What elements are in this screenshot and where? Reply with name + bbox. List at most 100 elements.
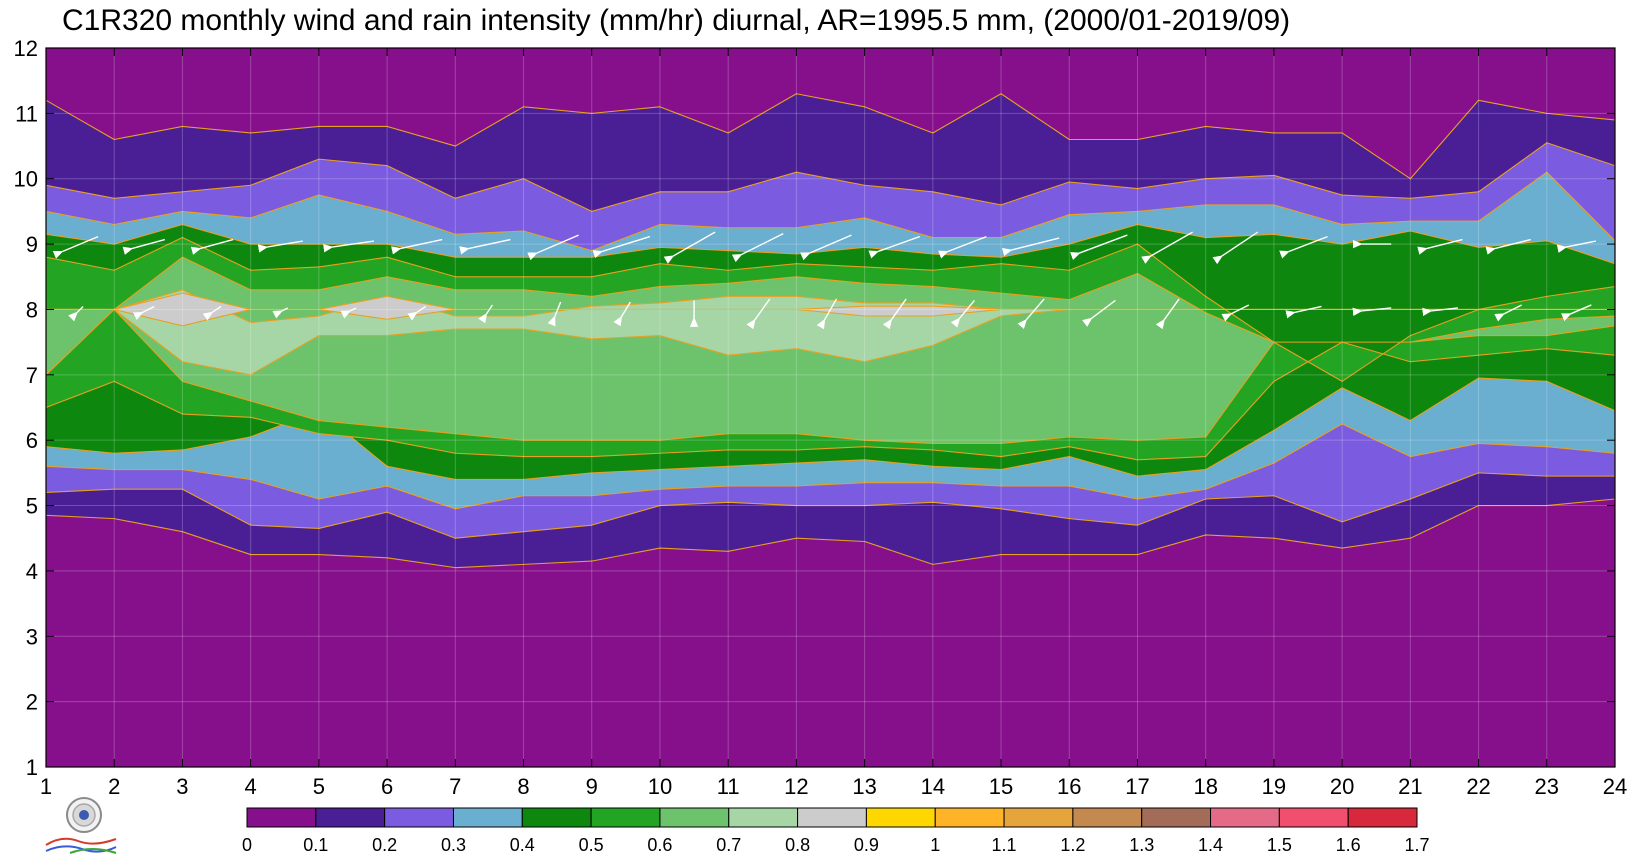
x-tick-label: 5 bbox=[313, 774, 325, 799]
wind-arrow bbox=[882, 298, 907, 330]
colorbar-swatch bbox=[1141, 807, 1212, 828]
wind-arrow bbox=[122, 238, 166, 255]
wind-vectors bbox=[52, 231, 1640, 330]
wind-arrow bbox=[1285, 305, 1322, 319]
colorbar-tick-label: 0.5 bbox=[579, 835, 604, 855]
wind-arrow bbox=[1422, 307, 1459, 317]
wind-arrow bbox=[459, 238, 511, 255]
colorbar-swatch bbox=[384, 807, 454, 828]
wind-arrow bbox=[478, 304, 493, 324]
colorbar-tick-label: 0 bbox=[242, 835, 252, 855]
wind-arrow bbox=[1017, 298, 1045, 330]
wind-arrow bbox=[1221, 304, 1250, 322]
y-tick-label: 8 bbox=[26, 297, 38, 322]
x-tick-label: 10 bbox=[648, 774, 672, 799]
wind-arrow bbox=[1556, 240, 1597, 253]
x-tick-label: 2 bbox=[108, 774, 120, 799]
wind-arrow bbox=[1561, 304, 1592, 322]
wind-arrow bbox=[663, 231, 716, 264]
wind-arrow bbox=[202, 305, 222, 321]
colorbar-swatch bbox=[521, 807, 592, 828]
wind-arrow bbox=[1082, 299, 1116, 327]
colorbar-swatch bbox=[246, 807, 317, 828]
colorbar-tick-label: 0.2 bbox=[372, 835, 397, 855]
wind-arrow bbox=[1212, 231, 1259, 265]
x-axis-ticks: 1 2 3 4 5 6 7 8 9 10 11 12 13 14 15 16 17 18 19 20 21 22 23 24 bbox=[40, 48, 1627, 799]
colorbar-tick-label: 1.3 bbox=[1129, 835, 1154, 855]
wind-arrow bbox=[1352, 307, 1392, 316]
wind-arrow bbox=[407, 305, 427, 321]
colorbar-tick-label: 0.8 bbox=[785, 835, 810, 855]
colorbar-tick-label: 0.4 bbox=[510, 835, 535, 855]
colorbar-swatch bbox=[934, 807, 1005, 828]
colorbar-tick-label: 1.5 bbox=[1267, 835, 1292, 855]
x-tick-label: 11 bbox=[717, 774, 740, 799]
x-tick-label: 7 bbox=[449, 774, 461, 799]
y-tick-label: 2 bbox=[26, 690, 38, 715]
colorbar-tick-label: 0.7 bbox=[716, 835, 741, 855]
x-tick-label: 17 bbox=[1125, 774, 1149, 799]
wind-arrow bbox=[746, 298, 771, 330]
wind-arrow bbox=[132, 305, 155, 320]
x-tick-label: 4 bbox=[245, 774, 257, 799]
wind-arrow bbox=[1155, 298, 1180, 330]
wind-arrow bbox=[340, 307, 357, 319]
y-tick-label: 5 bbox=[26, 494, 38, 519]
colorbar-tick-label: 1.2 bbox=[1060, 835, 1085, 855]
x-tick-label: 21 bbox=[1398, 774, 1422, 799]
y-tick-label: 9 bbox=[26, 232, 38, 257]
wind-arrow bbox=[1141, 231, 1193, 264]
wind-arrow bbox=[1279, 235, 1328, 259]
wind-arrow bbox=[257, 240, 303, 253]
wind-arrow bbox=[1001, 237, 1060, 257]
wind-arrow bbox=[613, 301, 631, 327]
y-tick-label: 11 bbox=[15, 101, 38, 126]
wind-arrow bbox=[323, 240, 375, 253]
wind-arrow bbox=[272, 307, 289, 319]
chart-title: C1R320 monthly wind and rain intensity (… bbox=[62, 4, 1291, 37]
x-tick-label: 1 bbox=[40, 774, 52, 799]
grid-lines bbox=[45, 47, 1616, 768]
y-tick-label: 12 bbox=[14, 36, 38, 61]
colorbar-swatch bbox=[452, 807, 523, 828]
colorbar-tick-label: 0.3 bbox=[441, 835, 466, 855]
x-tick-label: 3 bbox=[176, 774, 188, 799]
x-tick-label: 22 bbox=[1466, 774, 1490, 799]
wind-arrow bbox=[816, 298, 838, 330]
colorbar-swatch bbox=[315, 807, 386, 828]
colorbar-tick-label: 1.4 bbox=[1198, 835, 1223, 855]
x-tick-label: 15 bbox=[989, 774, 1013, 799]
colorbar-tick-label: 1 bbox=[930, 835, 940, 855]
y-tick-label: 1 bbox=[26, 755, 38, 780]
colorbar-tick-label: 1.1 bbox=[992, 835, 1017, 855]
wind-arrow bbox=[547, 301, 562, 327]
wind-arrow bbox=[1494, 304, 1522, 322]
wind-arrow bbox=[938, 235, 987, 259]
wind-arrow bbox=[527, 234, 579, 261]
x-tick-label: 18 bbox=[1193, 774, 1217, 799]
x-tick-label: 19 bbox=[1262, 774, 1286, 799]
wind-arrow bbox=[190, 238, 234, 255]
y-tick-label: 7 bbox=[26, 363, 38, 388]
wind-arrow bbox=[391, 238, 443, 255]
x-tick-label: 9 bbox=[586, 774, 598, 799]
colorbar-swatch bbox=[1347, 807, 1418, 828]
colorbar-tick-label: 1.7 bbox=[1404, 835, 1429, 855]
wind-arrow bbox=[731, 232, 784, 263]
colorbar-tick-label: 0.1 bbox=[303, 835, 328, 855]
wind-arrow bbox=[1070, 234, 1128, 260]
colorbar-swatch bbox=[590, 807, 661, 828]
y-tick-label: 10 bbox=[14, 167, 38, 192]
colorbar-swatch bbox=[1278, 807, 1349, 828]
plot-frame bbox=[45, 47, 1616, 768]
colorbar-swatch bbox=[728, 807, 799, 828]
y-tick-label: 3 bbox=[26, 624, 38, 649]
x-tick-label: 23 bbox=[1535, 774, 1559, 799]
colorbar-swatch bbox=[797, 807, 867, 828]
y-tick-label: 4 bbox=[26, 559, 38, 584]
x-tick-label: 6 bbox=[381, 774, 393, 799]
wind-arrow bbox=[1485, 238, 1531, 255]
wind-arrow bbox=[68, 305, 84, 322]
